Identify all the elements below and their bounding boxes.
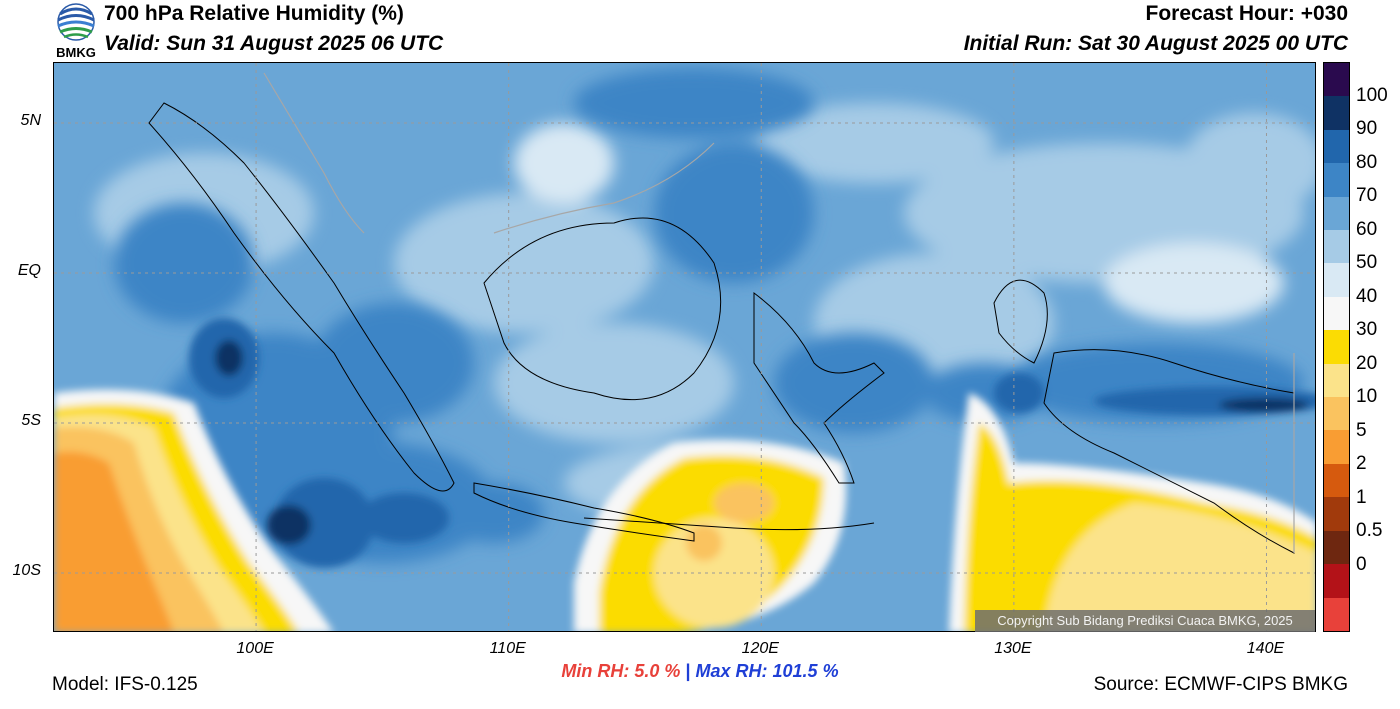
min-rh: Min RH: 5.0 % [561, 661, 681, 681]
colorbar-label: 50 [1356, 252, 1378, 274]
rh-stats: Min RH: 5.0 % | Max RH: 101.5 % [0, 661, 1400, 682]
humidity-field [54, 63, 1315, 631]
colorbar-label: 90 [1356, 118, 1378, 140]
lon-label-110e: 110E [489, 640, 526, 657]
lon-label-130e: 130E [994, 640, 1032, 657]
national-borders [263, 72, 1295, 553]
borneo-coast [483, 217, 722, 401]
colorbar-label: 60 [1356, 218, 1378, 240]
colorbar-cell [1324, 363, 1349, 398]
colorbar-cell [1324, 497, 1349, 531]
stats-separator: | [685, 661, 691, 681]
lon-label-140e: 140E [1246, 640, 1285, 657]
lat-label-5n: 5N [20, 112, 41, 129]
colorbar-cell [1324, 530, 1349, 565]
southwest-dry-region [54, 389, 333, 631]
colorbar-cell [1324, 230, 1349, 264]
colorbar-cell [1324, 96, 1349, 130]
colorbar-cell [1324, 129, 1349, 164]
forecast-hour: Forecast Hour: +030 [1145, 2, 1349, 25]
lat-label-10s: 10S [12, 562, 41, 579]
colorbar-label: 2 [1356, 453, 1367, 475]
colorbar-label: 0.5 [1356, 520, 1383, 542]
humidity-90-patches [189, 318, 1315, 568]
graticule [54, 63, 1315, 631]
colorbar-cell [1324, 330, 1349, 364]
copyright-notice: Copyright Sub Bidang Prediksi Cuaca BMKG… [975, 610, 1315, 632]
lat-label-5s: 5S [21, 412, 41, 429]
lon-label-100e: 100E [236, 640, 274, 657]
colorbar-label: 30 [1356, 319, 1378, 341]
lesser-sunda-coast [583, 517, 875, 531]
colorbar-cell [1324, 597, 1349, 631]
max-rh: Max RH: 101.5 % [695, 661, 839, 681]
map-title: 700 hPa Relative Humidity (%) [104, 2, 404, 25]
humidity-map [53, 62, 1316, 632]
colorbar-cell [1324, 163, 1349, 197]
coastlines [148, 102, 1295, 554]
colorbar-cell [1324, 430, 1349, 464]
colorbar-cell [1324, 564, 1349, 598]
colorbar-label: 1 [1356, 486, 1367, 508]
initial-run: Initial Run: Sat 30 August 2025 00 UTC [963, 32, 1348, 55]
nusa-tenggara-dry-region [574, 440, 846, 631]
colorbar-label: 10 [1356, 386, 1378, 408]
colorbar-label: 40 [1356, 285, 1378, 307]
halmahera-coast [993, 279, 1048, 364]
java-coast [473, 482, 695, 542]
arafura-dry-region [949, 393, 1315, 631]
colorbar [1323, 62, 1350, 632]
logo-text: BMKG [56, 45, 96, 60]
lat-label-eq: EQ [17, 262, 41, 279]
colorbar-cell [1324, 463, 1349, 498]
colorbar-cell [1324, 196, 1349, 231]
colorbar-cell [1324, 397, 1349, 431]
colorbar-label: 80 [1356, 151, 1378, 173]
bmkg-logo-icon: BMKG [56, 3, 96, 60]
colorbar-label: 100 [1356, 84, 1388, 106]
colorbar-label: 0 [1356, 553, 1367, 575]
colorbar-label: 5 [1356, 419, 1367, 441]
colorbar-cell [1324, 296, 1349, 331]
colorbar-label: 20 [1356, 352, 1378, 374]
valid-time: Valid: Sun 31 August 2025 06 UTC [104, 32, 444, 55]
papua-coast [1043, 349, 1295, 554]
model-label: Model: IFS-0.125 [52, 674, 198, 695]
sumatra-coast [148, 102, 455, 492]
lon-label-120e: 120E [741, 640, 779, 657]
colorbar-label: 70 [1356, 185, 1378, 207]
source-label: Source: ECMWF-CIPS BMKG [1093, 674, 1348, 695]
colorbar-cell [1324, 63, 1349, 97]
colorbar-cell [1324, 263, 1349, 297]
